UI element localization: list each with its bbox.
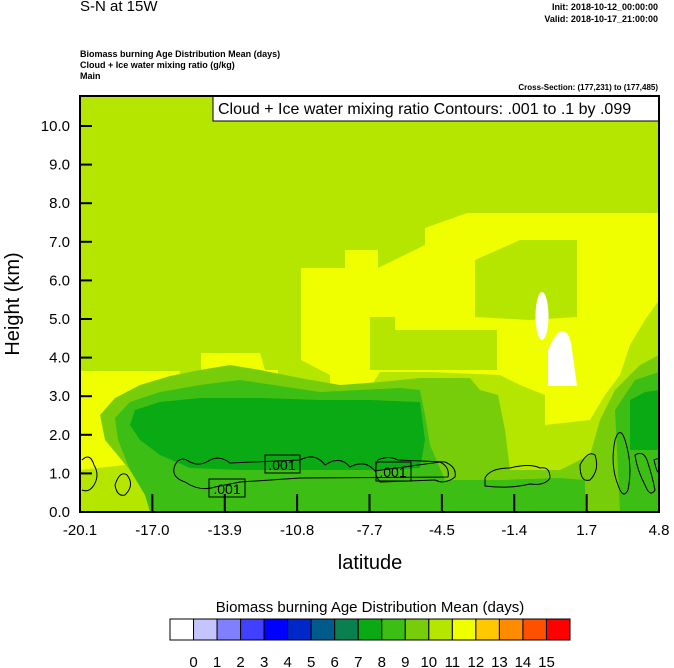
colorbar-label: 4 xyxy=(283,654,291,668)
x-axis: -20.1 -17.0 -13.9 -10.8 -7.7 -4.5 -1.4 1.7 4.8 xyxy=(63,494,670,539)
y-tick-label: 6.0 xyxy=(49,272,70,289)
colorbar: 0 1 2 3 4 5 6 7 8 9 10 11 12 13 14 15 xyxy=(169,618,571,668)
colorbar-swatch xyxy=(310,618,336,641)
y-tick-label: 3.0 xyxy=(49,388,70,405)
y-tick-label: 0.0 xyxy=(49,504,70,521)
colorbar-swatch xyxy=(216,618,242,641)
colorbar-title: Biomass burning Age Distribution Mean (d… xyxy=(216,599,524,616)
field-cloud: Cloud + Ice water mixing ratio (g/kg) xyxy=(80,60,235,70)
colorbar-swatch xyxy=(428,618,453,641)
colorbar-label: 2 xyxy=(236,654,244,668)
y-tick-label: 8.0 xyxy=(49,195,70,212)
colorbar-swatch xyxy=(498,618,524,641)
colorbar-swatch xyxy=(263,618,289,641)
field-list: Biomass burning Age Distribution Mean (d… xyxy=(80,49,280,82)
colorbar-label: 14 xyxy=(515,654,532,668)
field-level-0-1-b xyxy=(548,331,577,386)
field-age: Biomass burning Age Distribution Mean (d… xyxy=(80,49,281,59)
colorbar-swatch xyxy=(169,618,195,641)
contour-labels: .001 .001 .001 xyxy=(208,454,412,498)
colorbar-swatch xyxy=(357,618,383,641)
colorbar-swatch xyxy=(404,618,430,641)
y-axis-title: Height (km) xyxy=(2,252,24,355)
field-level-10-11-holes xyxy=(370,213,577,370)
cross-section-label: Cross-Section: (177,231) to (177,485) xyxy=(518,83,658,92)
y-tick-label: 7.0 xyxy=(49,234,70,251)
colorbar-label: 13 xyxy=(491,654,508,668)
colorbar-swatch xyxy=(240,618,265,641)
colorbar-label: 11 xyxy=(445,654,461,668)
y-axis: 0.0 1.0 2.0 3.0 4.0 5.0 6.0 7.0 8.0 9.0 10.0 xyxy=(41,118,92,521)
colorbar-swatch xyxy=(522,618,547,641)
colorbar-label: 1 xyxy=(213,654,221,668)
colorbar-swatch xyxy=(381,618,406,641)
y-tick-label: 9.0 xyxy=(49,157,70,174)
x-tick-label: -13.9 xyxy=(208,522,242,539)
y-tick-label: 10.0 xyxy=(41,118,70,135)
y-tick-label: 5.0 xyxy=(49,311,70,328)
colorbar-label: 9 xyxy=(401,654,409,668)
contour-label: .001 xyxy=(213,481,240,497)
valid-time: Valid: 2018-10-17_21:00:00 xyxy=(544,14,658,24)
contour-label: .001 xyxy=(268,457,295,473)
plot-title: S-N at 15W xyxy=(80,0,158,15)
x-tick-label: -4.5 xyxy=(429,522,455,539)
colorbar-swatch xyxy=(545,618,571,641)
y-tick-label: 2.0 xyxy=(49,427,70,444)
field-domain: Main xyxy=(80,71,101,81)
field-level-7-8 xyxy=(130,390,659,470)
colorbar-label: 8 xyxy=(378,654,386,668)
x-tick-label: -10.8 xyxy=(280,522,314,539)
colorbar-swatch xyxy=(334,618,359,641)
colorbar-swatch xyxy=(193,618,218,641)
colorbar-swatch xyxy=(287,618,312,641)
init-time: Init: 2018-10-12_00:00:00 xyxy=(551,2,658,12)
cloud-ice-contours xyxy=(81,432,659,496)
colorbar-label: 5 xyxy=(307,654,315,668)
contour-legend-text: Cloud + Ice water mixing ratio Contours:… xyxy=(218,101,631,118)
x-tick-label: -17.0 xyxy=(135,522,169,539)
contour-label: .001 xyxy=(379,464,406,480)
colorbar-label: 6 xyxy=(331,654,339,668)
colorbar-label: 3 xyxy=(260,654,268,668)
field-level-0-1-a xyxy=(535,292,549,340)
filled-field xyxy=(80,96,659,512)
colorbar-swatch xyxy=(451,618,477,641)
x-tick-label: -1.4 xyxy=(501,522,527,539)
contour-legend-box: Cloud + Ice water mixing ratio Contours:… xyxy=(212,95,660,122)
x-tick-label: 4.8 xyxy=(649,522,670,539)
y-tick-label: 1.0 xyxy=(49,465,70,482)
x-tick-label: 1.7 xyxy=(576,522,597,539)
x-axis-title: latitude xyxy=(338,552,403,574)
colorbar-label: 10 xyxy=(420,654,437,668)
colorbar-swatch xyxy=(475,618,500,641)
x-tick-label: -7.7 xyxy=(357,522,383,539)
y-tick-label: 4.0 xyxy=(49,350,70,367)
colorbar-label: 15 xyxy=(538,654,555,668)
colorbar-label: 12 xyxy=(468,654,485,668)
time-info: Init: 2018-10-12_00:00:00 Valid: 2018-10… xyxy=(544,1,658,25)
colorbar-label: 0 xyxy=(189,654,197,668)
x-tick-label: -20.1 xyxy=(63,522,97,539)
colorbar-label: 7 xyxy=(354,654,362,668)
